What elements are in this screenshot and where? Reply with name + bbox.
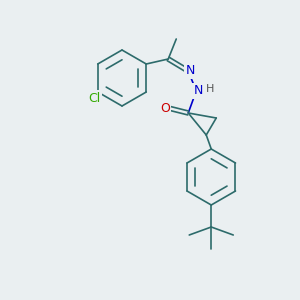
Text: H: H: [206, 84, 214, 94]
Text: N: N: [186, 64, 195, 77]
Text: N: N: [194, 85, 203, 98]
Text: O: O: [160, 101, 170, 115]
Text: Cl: Cl: [88, 92, 101, 104]
